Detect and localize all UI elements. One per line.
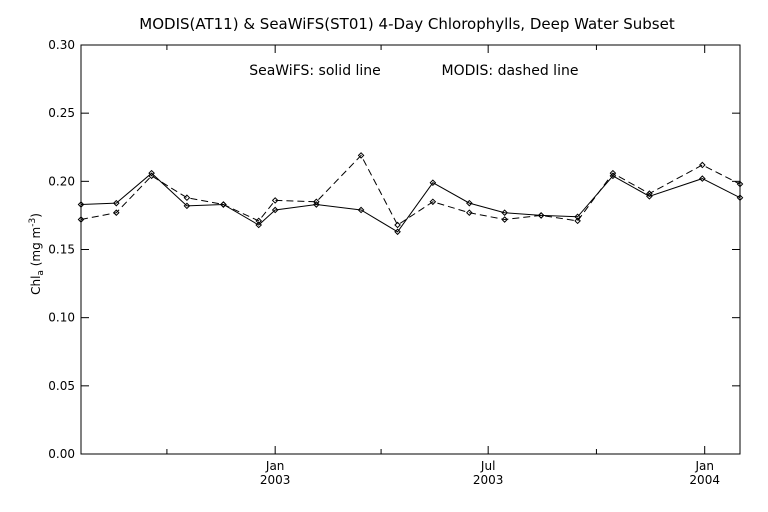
data-point-modis	[501, 216, 508, 223]
data-point-modis	[112, 209, 120, 216]
plot-frame	[80, 44, 741, 455]
data-point-seawifs	[466, 199, 473, 207]
data-point-modis	[148, 172, 155, 180]
y-axis-label-main: Chl	[29, 276, 43, 295]
y-tick-label: 0.00	[48, 447, 75, 461]
y-tick-label: 0.20	[48, 174, 75, 188]
data-point-seawifs	[357, 206, 365, 214]
data-point-seawifs	[313, 201, 320, 208]
plot-area	[77, 152, 744, 236]
data-point-modis	[220, 201, 227, 208]
data-point-seawifs	[699, 175, 706, 182]
data-point-seawifs	[148, 169, 155, 177]
data-point-seawifs	[429, 179, 437, 187]
data-point-seawifs	[574, 213, 581, 221]
annotation-modis: MODIS: dashed line	[442, 63, 579, 79]
data-point-seawifs	[394, 228, 401, 236]
y-axis-label-exponent: -3	[28, 218, 38, 227]
data-point-seawifs	[77, 201, 85, 208]
data-point-modis	[357, 152, 365, 159]
x-tick-label-year: 2003	[473, 473, 504, 487]
data-point-modis	[646, 190, 653, 197]
data-point-seawifs	[271, 206, 279, 214]
y-tick-label: 0.15	[48, 243, 75, 257]
y-axis-label-units: (mg m	[29, 227, 43, 270]
data-point-seawifs	[501, 209, 508, 216]
y-axis-label-close: )	[29, 213, 43, 218]
data-point-modis	[574, 217, 581, 225]
data-point-modis	[537, 212, 545, 219]
y-tick-label: 0.05	[48, 379, 75, 393]
y-axis: 0.00 0.05 0.10 0.15 0.20 0.25 0.30	[48, 38, 740, 461]
data-point-modis	[609, 169, 617, 177]
data-point-modis	[466, 209, 473, 216]
y-tick-label: 0.30	[48, 38, 75, 52]
x-tick-label-year: 2004	[689, 473, 720, 487]
data-point-seawifs	[646, 193, 653, 200]
data-point-seawifs	[255, 221, 263, 229]
series-line-modis	[80, 154, 741, 226]
y-axis-label-subscript: a	[36, 270, 46, 276]
data-point-modis	[77, 216, 85, 223]
chart-title: MODIS(AT11) & SeaWiFS(ST01) 4-Day Chloro…	[139, 15, 675, 33]
y-axis-label: Chla (mg m-3)	[28, 213, 46, 295]
data-point-modis	[736, 180, 744, 188]
data-point-modis	[271, 197, 279, 204]
data-point-modis	[394, 221, 401, 229]
x-tick-label-month: Jan	[265, 459, 285, 473]
x-tick-label-year: 2003	[260, 473, 291, 487]
x-tick-label-month: Jul	[480, 459, 495, 473]
data-point-seawifs	[736, 194, 744, 202]
data-point-modis	[429, 198, 437, 206]
data-point-modis	[183, 194, 191, 202]
y-tick-label: 0.25	[48, 106, 75, 120]
data-point-modis	[313, 198, 320, 206]
data-point-seawifs	[112, 199, 120, 207]
series-line-seawifs	[80, 172, 741, 233]
annotation-seawifs: SeaWiFS: solid line	[249, 63, 381, 79]
data-point-modis	[699, 161, 706, 169]
data-point-modis	[255, 217, 263, 225]
y-tick-label: 0.10	[48, 311, 75, 325]
data-point-seawifs	[183, 202, 191, 210]
x-tick-label-month: Jan	[694, 459, 714, 473]
